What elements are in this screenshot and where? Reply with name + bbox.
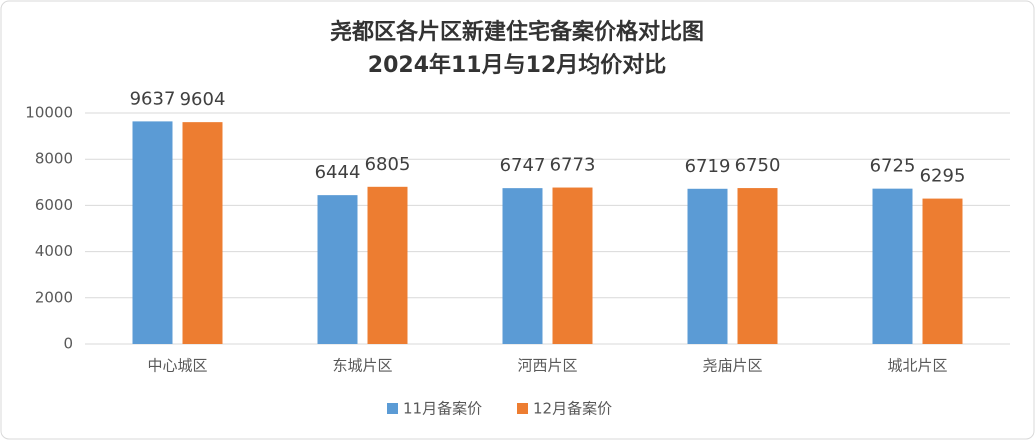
- value-label: 6750: [735, 155, 781, 176]
- value-label: 9637: [130, 88, 176, 109]
- value-label: 6773: [550, 155, 596, 176]
- bar: [132, 121, 173, 344]
- value-label: 6725: [870, 156, 916, 177]
- legend-swatch: [387, 403, 398, 414]
- bar: [502, 188, 543, 344]
- chart-subtitle: 2024年11月与12月均价对比: [368, 52, 666, 78]
- value-label: 6295: [920, 166, 966, 187]
- legend-label: 12月备案价: [533, 400, 612, 418]
- x-tick-label: 尧庙片区: [702, 357, 762, 375]
- value-label: 6444: [315, 162, 361, 183]
- y-tick-label: 8000: [35, 150, 73, 168]
- legend-label: 11月备案价: [403, 400, 482, 418]
- bar: [737, 188, 778, 344]
- bar: [182, 122, 223, 344]
- y-tick-label: 6000: [35, 196, 73, 214]
- x-tick-label: 河西片区: [517, 357, 577, 375]
- bar: [552, 187, 593, 344]
- value-label: 9604: [180, 89, 226, 110]
- value-label: 6747: [500, 155, 546, 176]
- bar: [872, 188, 913, 344]
- x-tick-label: 东城片区: [332, 357, 392, 375]
- value-label: 6805: [365, 154, 411, 175]
- y-tick-label: 10000: [25, 104, 73, 122]
- value-label: 6719: [685, 156, 731, 177]
- x-tick-label: 中心城区: [147, 357, 207, 375]
- x-tick-label: 城北片区: [887, 357, 947, 375]
- chart-title: 尧都区各片区新建住宅备案价格对比图: [330, 19, 704, 45]
- y-tick-label: 0: [63, 335, 73, 353]
- bar: [922, 198, 963, 344]
- bar: [367, 186, 408, 344]
- legend-swatch: [517, 403, 528, 414]
- y-tick-label: 2000: [35, 288, 73, 306]
- bar: [317, 195, 358, 344]
- bar: [687, 188, 728, 344]
- y-tick-label: 4000: [35, 242, 73, 260]
